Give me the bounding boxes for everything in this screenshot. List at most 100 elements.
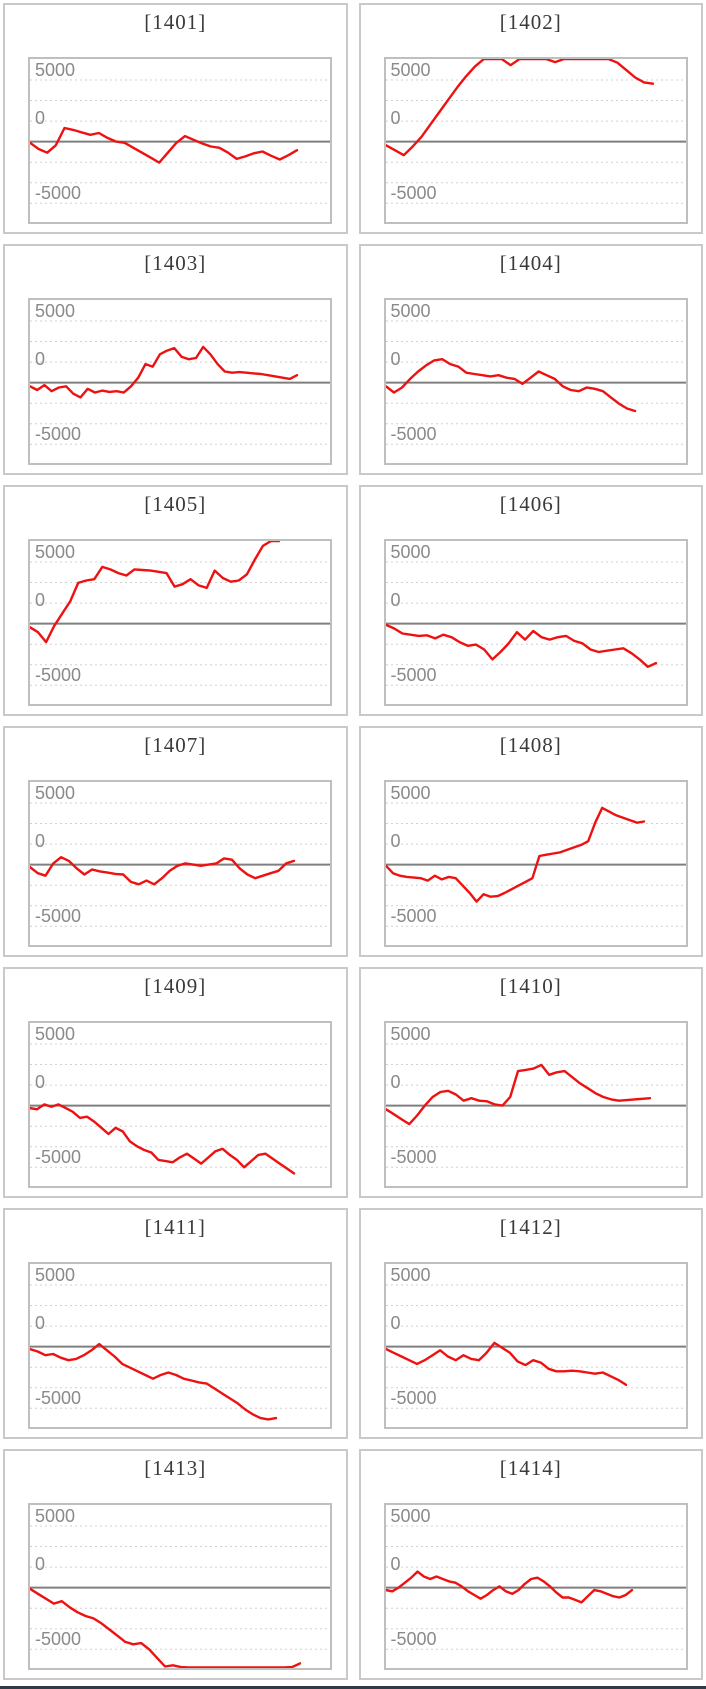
y-tick-neg5000: -5000 <box>35 424 82 444</box>
y-tick-neg5000: -5000 <box>390 906 437 926</box>
chart-title: [1403] <box>144 251 207 275</box>
line-chart-canvas <box>30 1525 330 1668</box>
chart-title: [1410] <box>499 974 562 998</box>
y-tick-0: 0 <box>390 1554 401 1574</box>
y-tick-0: 0 <box>35 349 46 369</box>
plot-area: 5000 0 -5000 <box>28 298 332 465</box>
chart-title: [1408] <box>499 733 562 757</box>
y-tick-neg5000: -5000 <box>390 183 437 203</box>
line-chart-canvas <box>30 320 330 445</box>
plot-area: 5000 0 -5000 <box>383 1503 688 1670</box>
y-tick-0: 0 <box>35 590 46 610</box>
line-chart-canvas <box>385 561 686 686</box>
plot-area: 5000 0 -5000 <box>383 780 688 947</box>
y-tick-neg5000: -5000 <box>390 1629 437 1649</box>
y-tick-0: 0 <box>35 831 46 851</box>
y-tick-0: 0 <box>390 831 401 851</box>
chart-card-1412: [1412] 5000 0 -5000 <box>358 1208 703 1439</box>
y-tick-0: 0 <box>390 108 401 128</box>
y-tick-5000: 5000 <box>390 301 431 321</box>
chart-card-1407: [1407] 5000 0 -5000 <box>3 726 348 957</box>
chart-title: [1411] <box>144 1215 206 1239</box>
line-chart-canvas <box>385 59 686 204</box>
chart-card-1406: [1406] 5000 0 -5000 <box>358 485 703 716</box>
y-tick-neg5000: -5000 <box>35 906 82 926</box>
page-bottom-divider <box>0 1686 706 1689</box>
y-tick-neg5000: -5000 <box>390 424 437 444</box>
chart-title: [1409] <box>144 974 207 998</box>
line-chart-canvas <box>30 1284 330 1421</box>
y-tick-0: 0 <box>35 1554 46 1574</box>
line-chart-canvas <box>385 320 686 445</box>
y-tick-5000: 5000 <box>35 542 76 562</box>
plot-area: 5000 0 -5000 <box>28 57 332 224</box>
plot-area: 5000 0 -5000 <box>383 57 688 224</box>
y-tick-neg5000: -5000 <box>35 1147 82 1167</box>
chart-card-1411: [1411] 5000 0 -5000 <box>3 1208 348 1439</box>
plot-area: 5000 0 -5000 <box>28 1503 332 1670</box>
line-chart-canvas <box>30 1043 330 1175</box>
y-tick-5000: 5000 <box>35 1265 76 1285</box>
chart-card-1403: [1403] 5000 0 -5000 <box>3 244 348 475</box>
y-tick-5000: 5000 <box>390 783 431 803</box>
y-tick-5000: 5000 <box>35 60 76 80</box>
plot-area: 5000 0 -5000 <box>28 1021 332 1188</box>
line-chart-canvas <box>385 1525 686 1650</box>
plot-area: 5000 0 -5000 <box>28 539 332 706</box>
chart-title: [1414] <box>499 1456 562 1480</box>
y-tick-0: 0 <box>35 1072 46 1092</box>
y-tick-neg5000: -5000 <box>35 665 82 685</box>
line-chart-canvas <box>385 1043 686 1168</box>
y-tick-neg5000: -5000 <box>390 1388 437 1408</box>
y-tick-neg5000: -5000 <box>390 665 437 685</box>
y-tick-5000: 5000 <box>390 60 431 80</box>
plot-area: 5000 0 -5000 <box>383 1021 688 1188</box>
line-chart-canvas <box>385 1284 686 1409</box>
chart-title: [1413] <box>144 1456 207 1480</box>
y-tick-0: 0 <box>390 349 401 369</box>
y-tick-5000: 5000 <box>35 1024 76 1044</box>
y-tick-neg5000: -5000 <box>35 1629 82 1649</box>
chart-title: [1407] <box>144 733 207 757</box>
plot-area: 5000 0 -5000 <box>383 539 688 706</box>
chart-title: [1412] <box>499 1215 562 1239</box>
y-tick-0: 0 <box>390 1313 401 1333</box>
y-tick-0: 0 <box>35 1313 46 1333</box>
y-tick-5000: 5000 <box>35 1506 76 1526</box>
y-tick-0: 0 <box>390 1072 401 1092</box>
chart-title: [1401] <box>144 10 207 34</box>
line-chart-canvas <box>30 79 330 204</box>
plot-area: 5000 0 -5000 <box>28 1262 332 1429</box>
chart-title: [1405] <box>144 492 207 516</box>
plot-area: 5000 0 -5000 <box>383 1262 688 1429</box>
y-tick-neg5000: -5000 <box>35 183 82 203</box>
y-tick-neg5000: -5000 <box>35 1388 82 1408</box>
line-chart-canvas <box>30 541 330 686</box>
chart-card-1404: [1404] 5000 0 -5000 <box>358 244 703 475</box>
chart-card-1401: [1401] 5000 0 -5000 <box>3 3 348 234</box>
chart-title: [1406] <box>499 492 562 516</box>
y-tick-0: 0 <box>35 108 46 128</box>
y-tick-neg5000: -5000 <box>390 1147 437 1167</box>
line-chart-canvas <box>30 802 330 927</box>
y-tick-5000: 5000 <box>390 1024 431 1044</box>
chart-card-1410: [1410] 5000 0 -5000 <box>358 967 703 1198</box>
chart-card-1402: [1402] 5000 0 -5000 <box>358 3 703 234</box>
y-tick-5000: 5000 <box>390 1506 431 1526</box>
line-chart-canvas <box>385 802 686 927</box>
plot-area: 5000 0 -5000 <box>28 780 332 947</box>
chart-card-1413: [1413] 5000 0 -5000 <box>3 1449 348 1680</box>
y-tick-5000: 5000 <box>35 783 76 803</box>
chart-card-1408: [1408] 5000 0 -5000 <box>358 726 703 957</box>
chart-card-1405: [1405] 5000 0 -5000 <box>3 485 348 716</box>
chart-title: [1404] <box>499 251 562 275</box>
chart-card-1414: [1414] 5000 0 -5000 <box>358 1449 703 1680</box>
y-tick-5000: 5000 <box>35 301 76 321</box>
y-tick-5000: 5000 <box>390 542 431 562</box>
chart-title: [1402] <box>499 10 562 34</box>
y-tick-0: 0 <box>390 590 401 610</box>
y-tick-5000: 5000 <box>390 1265 431 1285</box>
plot-area: 5000 0 -5000 <box>383 298 688 465</box>
chart-card-1409: [1409] 5000 0 -5000 <box>3 967 348 1198</box>
